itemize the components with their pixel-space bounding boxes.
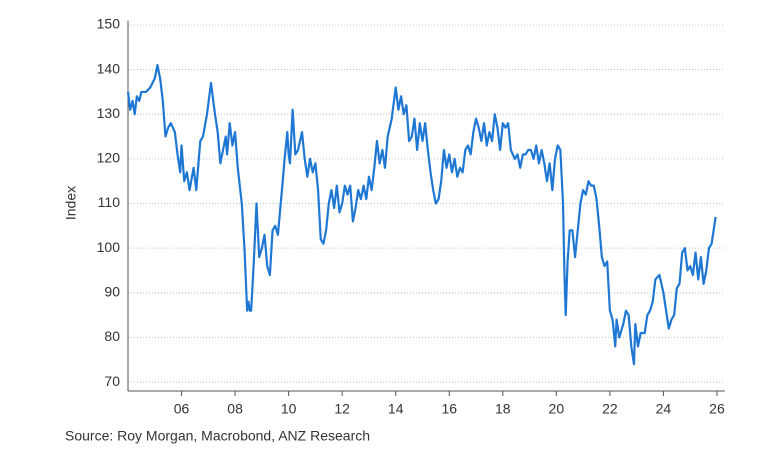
y-axis-label: Index <box>63 186 79 220</box>
y-tick-label: 150 <box>97 16 121 32</box>
x-tick-label: 22 <box>602 401 618 417</box>
x-tick-label: 14 <box>388 401 404 417</box>
x-tick-label: 18 <box>495 401 511 417</box>
x-tick-label: 20 <box>549 401 565 417</box>
x-tick-label: 16 <box>441 401 457 417</box>
y-tick-label: 80 <box>104 328 120 344</box>
data-line <box>126 64 717 366</box>
x-tick-label: 12 <box>334 401 350 417</box>
x-tick-label: 26 <box>709 401 725 417</box>
y-tick-label: 110 <box>98 194 121 210</box>
x-tick-label: 10 <box>281 401 297 417</box>
y-tick-label: 100 <box>97 239 121 255</box>
y-tick-label: 120 <box>97 150 121 166</box>
x-tick-label: 24 <box>656 401 672 417</box>
y-tick-label: 90 <box>104 283 120 299</box>
source-note: Source: Roy Morgan, Macrobond, ANZ Resea… <box>65 428 370 444</box>
y-tick-label: 140 <box>97 60 121 76</box>
y-tick-label: 70 <box>104 373 120 389</box>
y-tick-label: 130 <box>97 105 121 121</box>
x-tick-label: 06 <box>174 401 190 417</box>
x-tick-label: 08 <box>227 401 243 417</box>
